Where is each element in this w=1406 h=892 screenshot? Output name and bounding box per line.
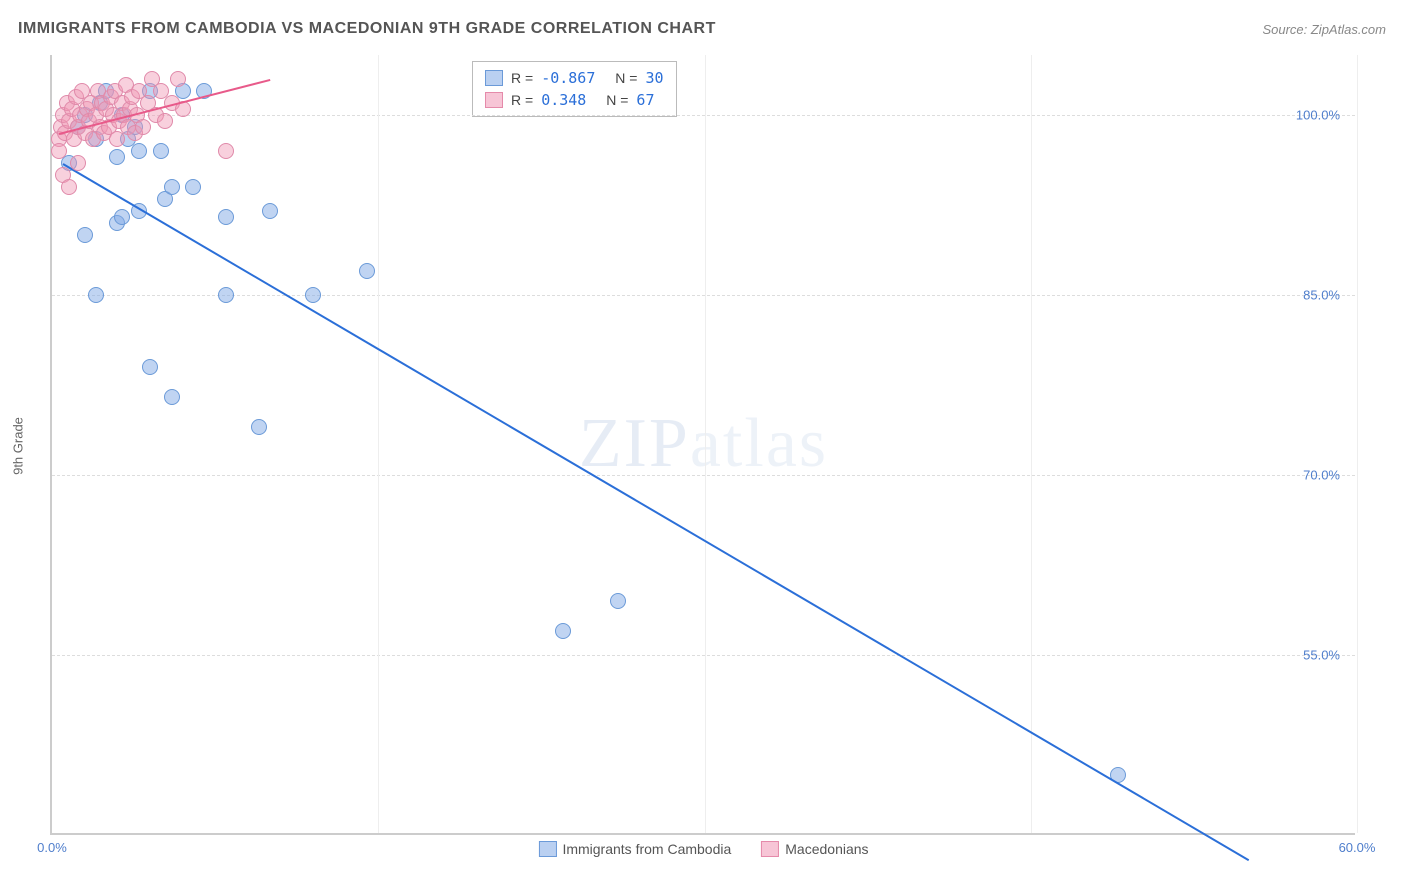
source-name: ZipAtlas.com (1311, 22, 1386, 37)
r-label: R = (511, 92, 533, 108)
scatter-point (164, 179, 180, 195)
swatch-pink-icon (761, 841, 779, 857)
gridline-horizontal (52, 295, 1355, 296)
scatter-point (77, 227, 93, 243)
swatch-pink-icon (485, 92, 503, 108)
scatter-point (555, 623, 571, 639)
gridline-horizontal (52, 115, 1355, 116)
y-tick-label: 70.0% (1303, 468, 1340, 483)
scatter-point (164, 389, 180, 405)
y-tick-label: 55.0% (1303, 648, 1340, 663)
gridline-horizontal (52, 475, 1355, 476)
legend-item: Macedonians (761, 841, 868, 857)
scatter-point (153, 143, 169, 159)
gridline-vertical (705, 55, 706, 833)
watermark-light: atlas (690, 405, 828, 482)
legend: Immigrants from Cambodia Macedonians (538, 841, 868, 857)
r-value: 0.348 (541, 91, 586, 109)
n-value: 30 (645, 69, 663, 87)
gridline-vertical (378, 55, 379, 833)
source-prefix: Source: (1262, 22, 1310, 37)
scatter-point (359, 263, 375, 279)
stats-row: R = -0.867 N = 30 (485, 67, 664, 89)
scatter-point (262, 203, 278, 219)
r-label: R = (511, 70, 533, 86)
scatter-point (61, 179, 77, 195)
x-tick-label: 60.0% (1339, 840, 1376, 855)
legend-item: Immigrants from Cambodia (538, 841, 731, 857)
scatter-point (70, 155, 86, 171)
scatter-point (51, 143, 67, 159)
y-tick-label: 85.0% (1303, 288, 1340, 303)
legend-label: Macedonians (785, 841, 868, 857)
y-tick-label: 100.0% (1296, 108, 1340, 123)
scatter-point (305, 287, 321, 303)
source-citation: Source: ZipAtlas.com (1262, 22, 1386, 37)
gridline-horizontal (52, 655, 1355, 656)
scatter-point (135, 119, 151, 135)
scatter-point (131, 143, 147, 159)
x-tick-label: 0.0% (37, 840, 67, 855)
scatter-point (142, 359, 158, 375)
scatter-point (114, 209, 130, 225)
gridline-vertical (1357, 55, 1358, 833)
stats-row: R = 0.348 N = 67 (485, 89, 664, 111)
y-axis-label: 9th Grade (11, 417, 26, 475)
scatter-plot: ZIPatlas R = -0.867 N = 30 R = 0.348 N =… (50, 55, 1355, 835)
scatter-point (610, 593, 626, 609)
legend-label: Immigrants from Cambodia (562, 841, 731, 857)
scatter-point (109, 149, 125, 165)
swatch-blue-icon (538, 841, 556, 857)
watermark-bold: ZIP (579, 405, 690, 482)
r-value: -0.867 (541, 69, 595, 87)
scatter-point (170, 71, 186, 87)
scatter-point (185, 179, 201, 195)
scatter-point (157, 113, 173, 129)
n-label: N = (606, 92, 628, 108)
scatter-point (218, 143, 234, 159)
correlation-stats-box: R = -0.867 N = 30 R = 0.348 N = 67 (472, 61, 677, 117)
gridline-vertical (1031, 55, 1032, 833)
n-label: N = (615, 70, 637, 86)
scatter-point (88, 287, 104, 303)
trend-line (62, 163, 1248, 861)
scatter-point (218, 287, 234, 303)
n-value: 67 (636, 91, 654, 109)
scatter-point (218, 209, 234, 225)
swatch-blue-icon (485, 70, 503, 86)
chart-title: IMMIGRANTS FROM CAMBODIA VS MACEDONIAN 9… (18, 20, 716, 38)
scatter-point (251, 419, 267, 435)
watermark: ZIPatlas (579, 404, 828, 484)
